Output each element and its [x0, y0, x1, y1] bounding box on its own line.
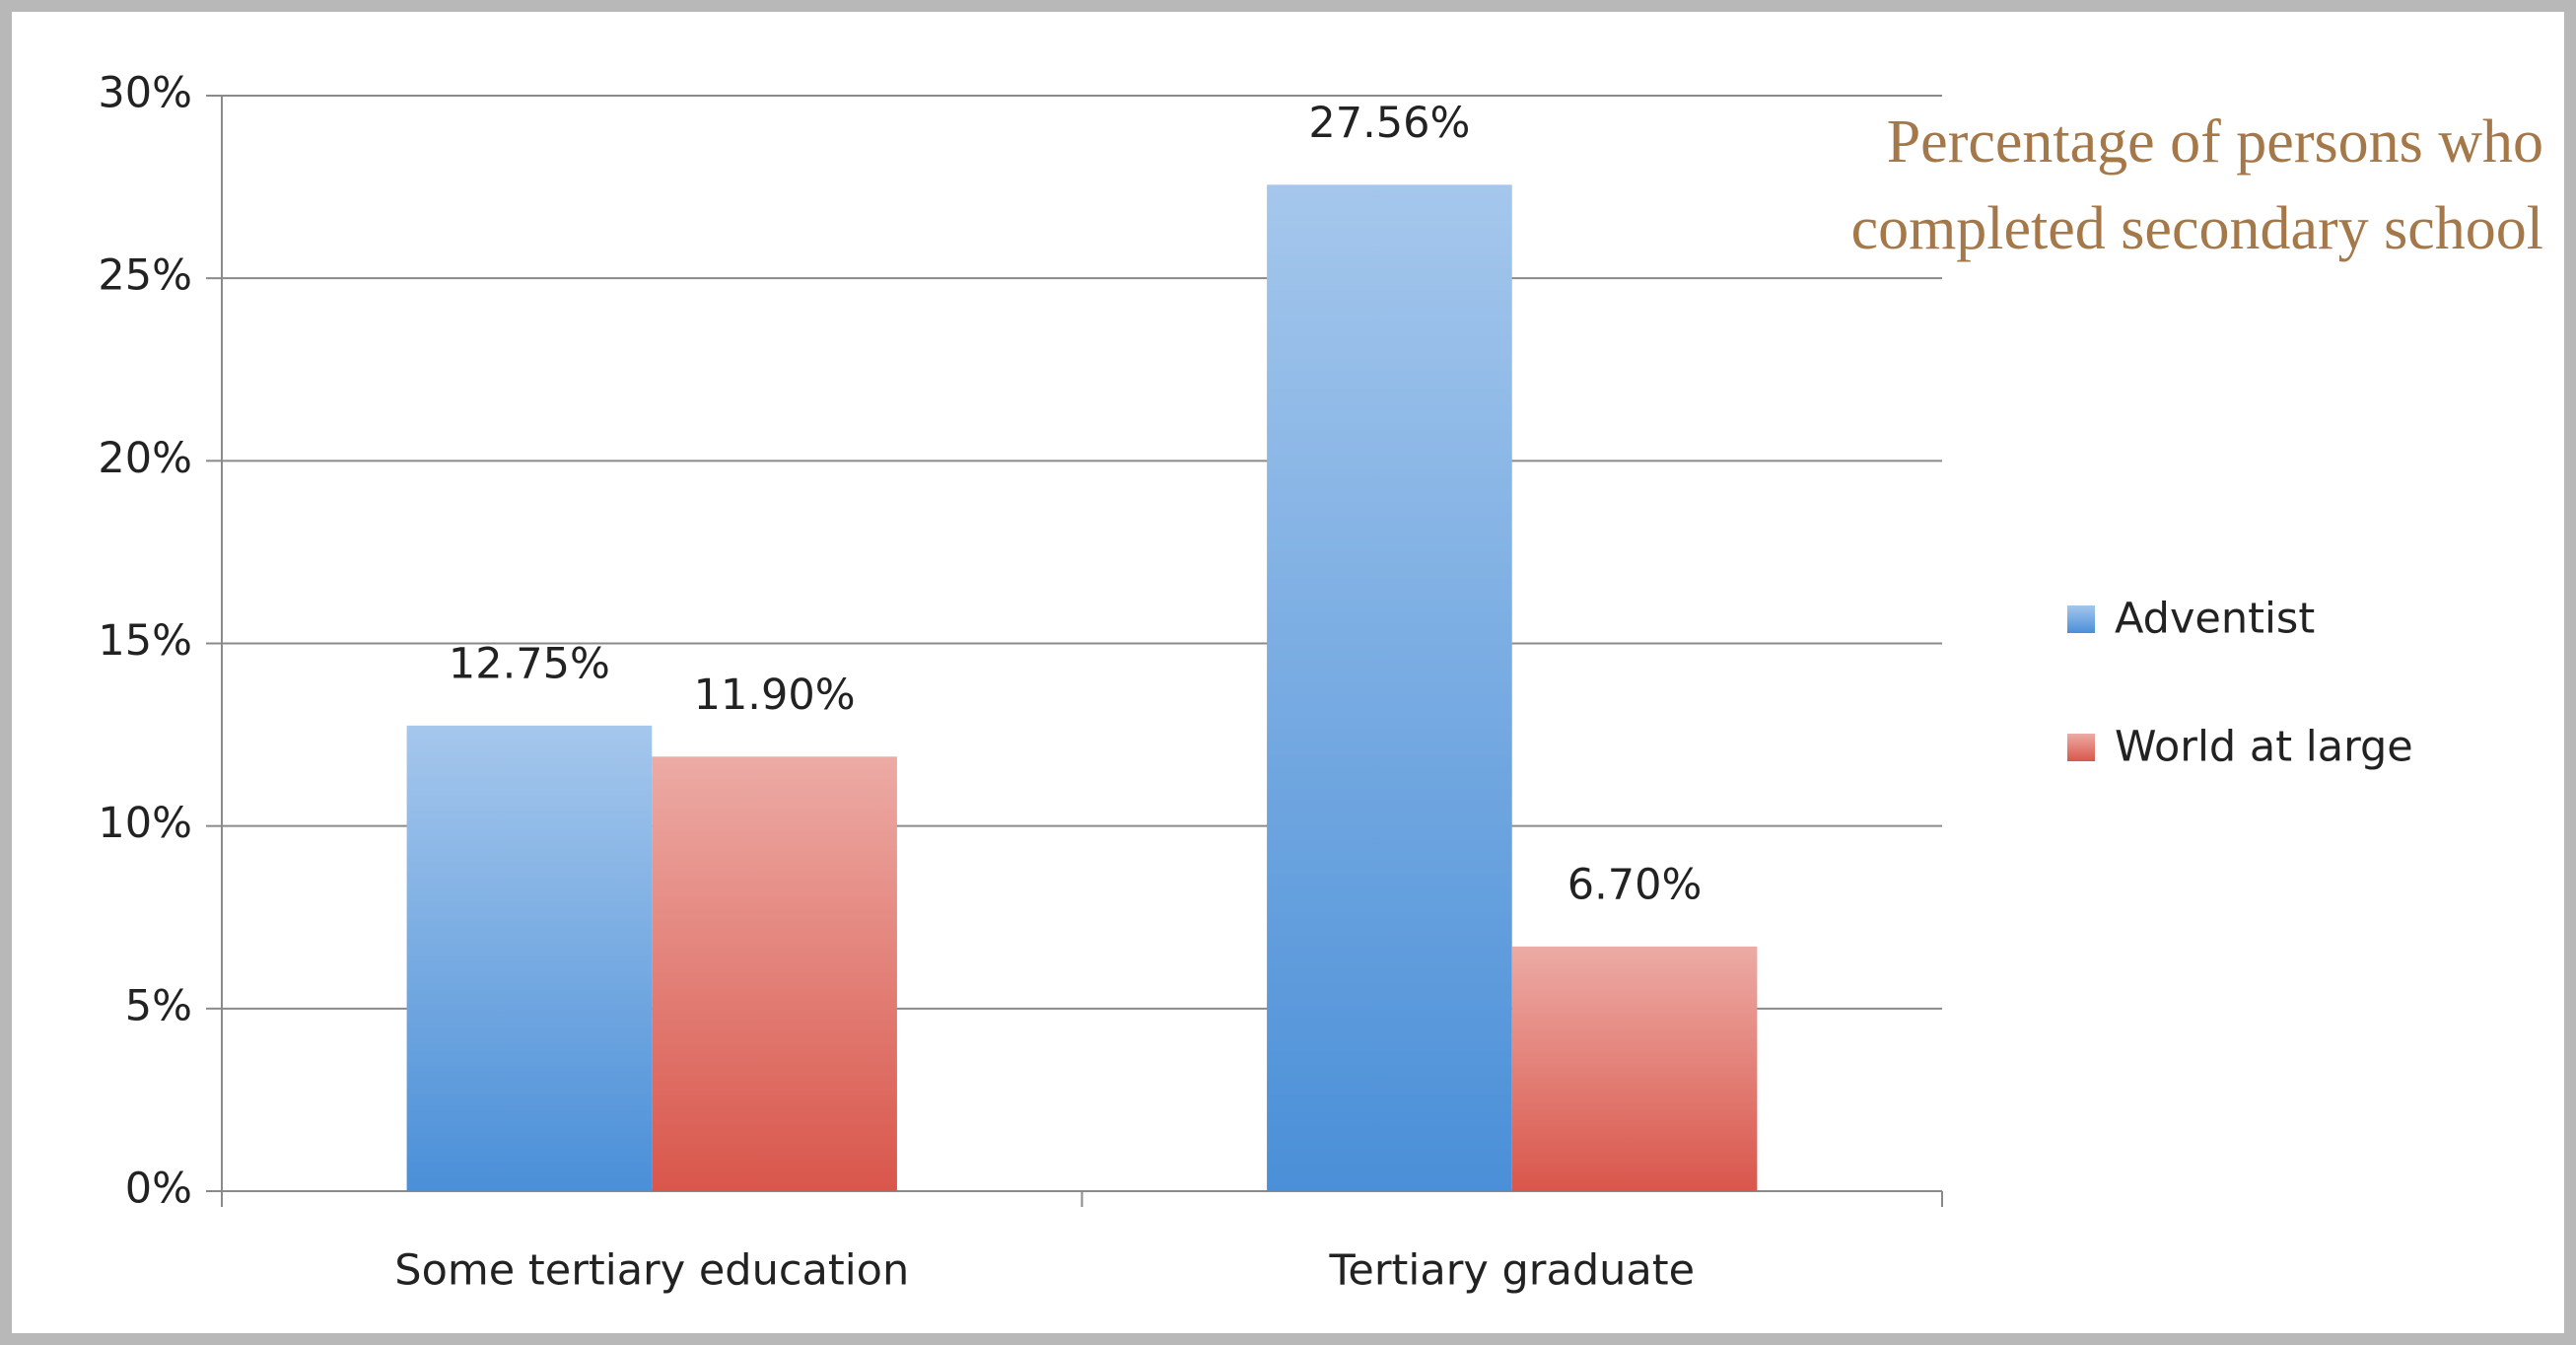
y-tick-label: 10%	[98, 799, 192, 848]
chart-title: Percentage of persons who	[1887, 108, 2543, 176]
y-tick-label: 20%	[98, 434, 192, 483]
y-tick-label: 5%	[125, 981, 192, 1030]
legend-swatch	[2067, 734, 2095, 761]
y-tick-label: 25%	[98, 251, 192, 301]
legend-swatch	[2067, 605, 2095, 633]
bar	[652, 756, 897, 1191]
y-tick-label: 30%	[98, 69, 192, 118]
value-label: 6.70%	[1567, 860, 1703, 909]
bar	[1267, 184, 1512, 1191]
y-tick-label: 0%	[125, 1165, 192, 1214]
legend-label: World at large	[2115, 723, 2413, 772]
bar	[406, 725, 653, 1191]
bar	[1511, 946, 1758, 1191]
chart-title: completed secondary school	[1851, 195, 2543, 262]
value-label: 11.90%	[694, 671, 856, 720]
value-label: 27.56%	[1308, 99, 1470, 148]
legend-label: Adventist	[2115, 595, 2315, 644]
x-tick-label: Tertiary graduate	[1328, 1246, 1695, 1296]
x-tick-label: Some tertiary education	[394, 1246, 909, 1296]
y-tick-label: 15%	[98, 616, 192, 666]
value-label: 12.75%	[449, 639, 610, 688]
